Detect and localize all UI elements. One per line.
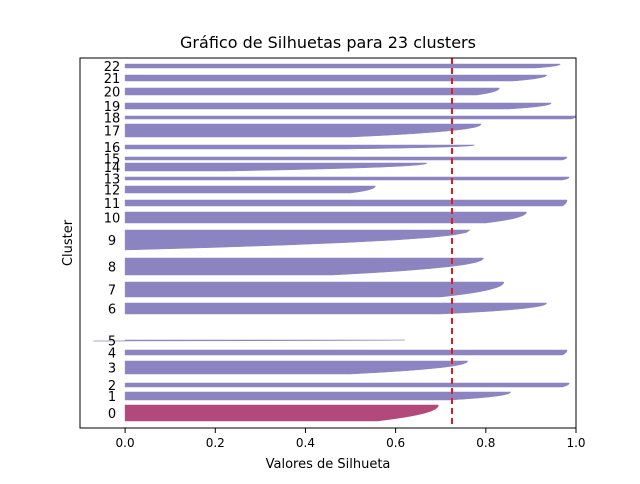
cluster-band-0 [124, 404, 439, 422]
x-tick-label: 0.6 [386, 436, 405, 450]
cluster-label-9: 9 [108, 234, 116, 249]
cluster-band-17 [124, 123, 482, 138]
cluster-band-13 [124, 176, 570, 181]
cluster-band-1 [124, 391, 512, 401]
cluster-band-19 [124, 102, 552, 110]
x-tick-label: 1.0 [566, 436, 585, 450]
cluster-label-21: 21 [104, 72, 121, 87]
cluster-label-4: 4 [108, 347, 116, 362]
cluster-band-3 [124, 360, 469, 375]
cluster-label-17: 17 [104, 125, 121, 140]
cluster-band-14 [124, 162, 428, 172]
cluster-band-20 [124, 87, 500, 96]
cluster-band-7 [124, 281, 505, 298]
cluster-band-5 [93, 339, 405, 342]
cluster-label-2: 2 [108, 379, 116, 394]
x-tick-label: 0.2 [206, 436, 225, 450]
plot-frame [79, 57, 577, 429]
x-axis-label: Valores de Silhueta [266, 457, 391, 472]
cluster-label-0: 0 [108, 407, 116, 422]
cluster-label-22: 22 [104, 60, 121, 75]
cluster-band-8 [124, 257, 485, 276]
cluster-band-2 [124, 382, 570, 388]
cluster-label-19: 19 [104, 100, 121, 115]
x-tick-label: 0.0 [116, 436, 135, 450]
cluster-band-16 [124, 144, 475, 150]
cluster-band-4 [124, 349, 568, 356]
cluster-label-8: 8 [108, 261, 116, 276]
cluster-band-9 [124, 229, 471, 251]
cluster-band-15 [124, 156, 568, 161]
cluster-label-20: 20 [104, 86, 121, 101]
x-tick-label: 0.8 [476, 436, 495, 450]
cluster-label-14: 14 [104, 161, 121, 176]
cluster-label-5: 5 [108, 335, 116, 350]
cluster-band-6 [124, 302, 548, 315]
x-tick-label: 0.4 [296, 436, 315, 450]
cluster-label-10: 10 [104, 212, 121, 227]
cluster-band-21 [124, 74, 548, 82]
cluster-label-6: 6 [108, 303, 116, 318]
cluster-band-18 [124, 115, 577, 120]
cluster-label-1: 1 [108, 390, 116, 405]
cluster-band-12 [124, 185, 376, 194]
cluster-label-15: 15 [104, 153, 121, 168]
cluster-bands [93, 63, 577, 422]
cluster-band-11 [124, 199, 568, 207]
cluster-band-10 [124, 211, 527, 224]
cluster-label-3: 3 [108, 362, 116, 377]
y-axis-label: Cluster [61, 219, 76, 266]
cluster-label-13: 13 [104, 173, 121, 188]
cluster-label-12: 12 [104, 184, 121, 199]
cluster-band-22 [124, 63, 561, 69]
chart-title: Gráfico de Silhuetas para 23 clusters [180, 33, 476, 52]
cluster-label-7: 7 [108, 284, 116, 299]
cluster-label-16: 16 [104, 141, 121, 156]
x-axis-ticks: 0.0 0.2 0.4 0.6 0.8 1.0 [116, 428, 586, 450]
cluster-label-11: 11 [104, 197, 121, 212]
cluster-label-18: 18 [104, 112, 121, 127]
